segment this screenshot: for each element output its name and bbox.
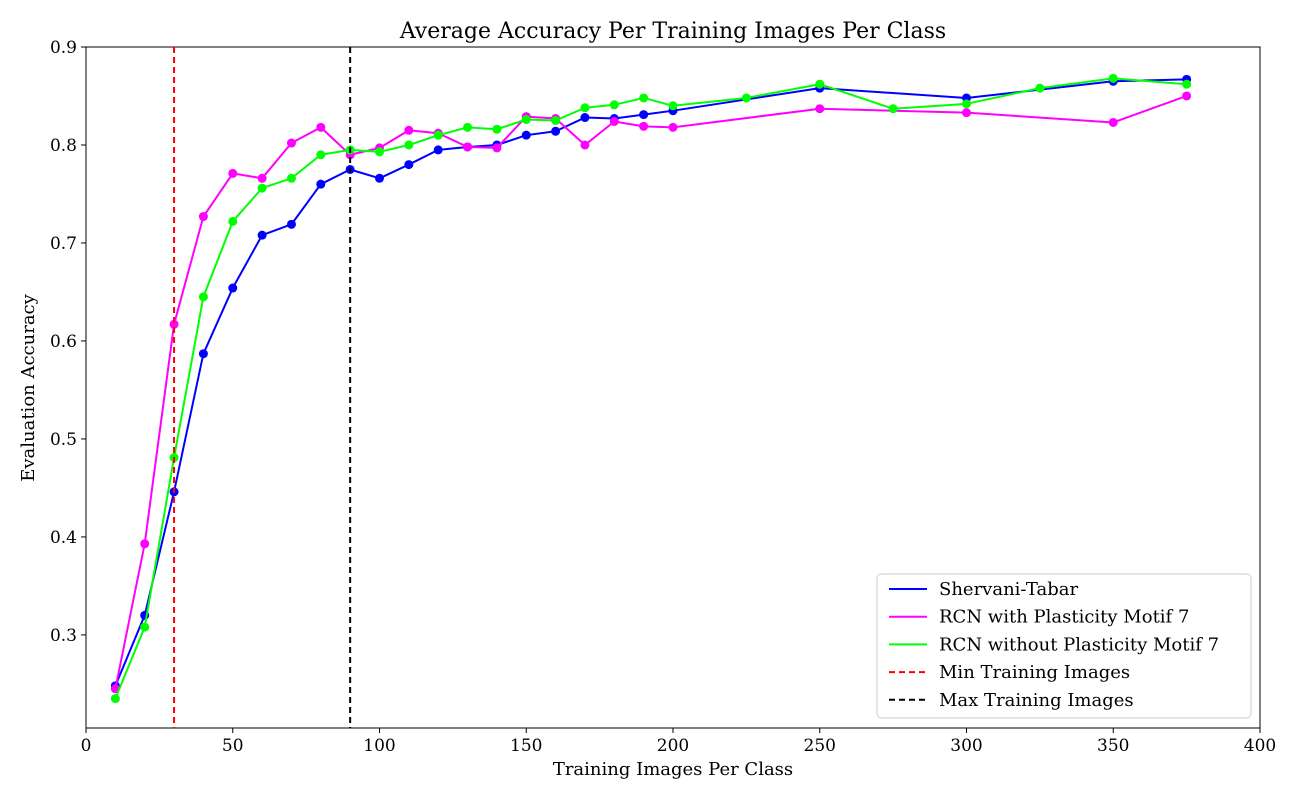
series-2-point (1182, 79, 1192, 89)
series-2-point (609, 100, 619, 110)
series-1-point (169, 319, 179, 329)
series-2-point (1108, 73, 1118, 83)
series-0-point (551, 126, 561, 136)
legend-label: Min Training Images (939, 662, 1130, 683)
legend: Shervani-Tabar RCN with Plasticity Motif … (876, 573, 1252, 719)
x-tick-label: 400 (1244, 736, 1276, 756)
series-2-point (433, 130, 443, 140)
y-tick-label: 0.5 (50, 430, 77, 450)
series-1-point (962, 108, 971, 118)
series-2-group (110, 73, 1192, 704)
x-axis-label: Training Images Per Class (553, 759, 793, 780)
x-tick-label: 0 (81, 736, 92, 756)
chart-title: Average Accuracy Per Training Images Per… (399, 19, 946, 44)
series-1-point (609, 116, 619, 126)
legend-label: Max Training Images (939, 690, 1134, 711)
legend-label: RCN without Plasticity Motif 7 (939, 634, 1219, 655)
series-2-point (140, 622, 150, 632)
y-tick-label: 0.4 (50, 528, 77, 548)
series-1-point (580, 140, 590, 150)
series-0-point (521, 130, 531, 140)
y-tick-label: 0.9 (50, 38, 77, 58)
series-2-point (110, 694, 120, 704)
series-2-point (404, 140, 414, 150)
series-0-point (433, 145, 443, 155)
x-tick-label: 250 (804, 736, 836, 756)
y-tick-label: 0.7 (50, 234, 77, 254)
series-0-point (375, 173, 384, 183)
series-1-point (404, 125, 414, 135)
x-tick-label: 200 (657, 736, 689, 756)
x-tick-label: 50 (222, 736, 244, 756)
series-2-point (580, 103, 590, 113)
x-tick-label: 350 (1097, 736, 1129, 756)
series-2-point (257, 183, 267, 193)
x-tick-label: 100 (363, 736, 395, 756)
series-1-point (492, 143, 502, 153)
legend-box (876, 573, 1252, 719)
series-1-point (1182, 91, 1192, 101)
series-2-point (639, 93, 649, 103)
y-tick-label: 0.3 (50, 626, 77, 646)
series-1-point (228, 168, 238, 178)
series-2-point (198, 292, 208, 302)
series-0-point (257, 230, 267, 240)
series-0-point (404, 160, 414, 170)
series-2-point (815, 79, 825, 89)
series-1-point (1108, 117, 1118, 127)
legend-label: RCN with Plasticity Motif 7 (939, 607, 1189, 628)
series-1-point (463, 142, 473, 152)
series-1-point (140, 539, 150, 549)
plot-area: 0 50 100 150 200 250 300 350 400 0.3 0.4 0.5 0.6 0.7 0… (50, 38, 1276, 756)
series-1-point (668, 122, 678, 132)
series-2-point (463, 122, 473, 132)
series-2-point (286, 173, 296, 183)
series-1-point (286, 138, 296, 148)
series-2-point (1035, 83, 1045, 93)
series-2-point (375, 147, 384, 157)
series-2-point (962, 99, 971, 109)
series-2-point (521, 115, 531, 125)
series-0-point (580, 113, 590, 123)
y-axis-label: Evaluation Accuracy (18, 293, 39, 481)
plot-inner (110, 47, 1192, 728)
legend-label: Shervani-Tabar (939, 579, 1078, 600)
x-tick-label: 150 (510, 736, 542, 756)
series-1-point (815, 104, 825, 114)
series-1-point (639, 121, 649, 131)
series-2-point (741, 93, 751, 103)
series-1-point (198, 212, 208, 222)
series-2-point (228, 216, 238, 226)
series-2-point (668, 101, 678, 111)
y-tick-label: 0.6 (50, 332, 77, 352)
series-0-line (114, 78, 1187, 687)
series-2-point (551, 115, 561, 125)
series-2-point (888, 104, 898, 114)
series-0-point (198, 349, 208, 359)
series-1-line (114, 95, 1187, 690)
series-1-point (257, 173, 267, 183)
series-1-point (316, 122, 326, 132)
series-2-point (316, 150, 326, 160)
series-0-point (316, 179, 326, 189)
series-2-point (492, 124, 502, 134)
series-0-point (228, 283, 238, 293)
series-0-point (286, 219, 296, 229)
x-tick-label: 300 (950, 736, 982, 756)
y-tick-label: 0.8 (50, 136, 77, 156)
series-0-point (639, 110, 649, 120)
